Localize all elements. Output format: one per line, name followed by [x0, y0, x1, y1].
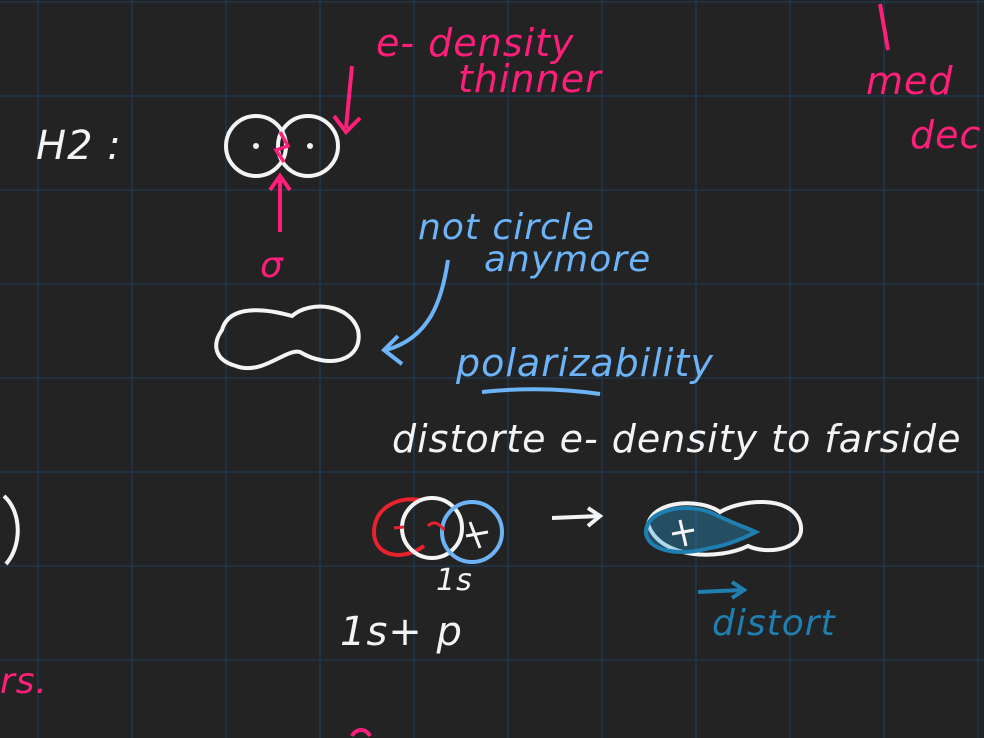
top-right-arrow	[878, 3, 890, 51]
distort-label: distort	[712, 603, 836, 644]
sigma-label: σ	[260, 245, 284, 286]
right-top-fragment: med	[866, 59, 954, 103]
arrow-to-overlap	[344, 65, 354, 129]
one-s-label: 1s	[436, 563, 473, 598]
arrow-to-overlap-head	[332, 114, 362, 136]
overlap-tick	[426, 521, 446, 531]
p-orbital-red	[371, 497, 426, 557]
s-orbital-blue	[440, 500, 504, 564]
overlap-mark	[273, 131, 291, 163]
distorted-orbital-teal	[643, 506, 761, 554]
bottom-pink-mark	[350, 728, 372, 738]
h2-label: H2 :	[36, 123, 122, 169]
polarizability-underline	[481, 387, 601, 396]
h2-nucleus-left	[253, 143, 259, 149]
left-edge-curve	[2, 494, 20, 566]
plus-sign	[465, 521, 489, 549]
h2-orbital-overlap	[224, 114, 340, 178]
distort-density-line: distorte e- density to farside	[392, 417, 962, 461]
minus-sign	[393, 525, 405, 530]
distorted-orbital-white	[645, 499, 804, 557]
reaction-arrow	[551, 514, 601, 520]
distorted-cloud	[214, 304, 361, 371]
not-circle-note: not circle	[418, 207, 595, 248]
reaction-arrow-head	[586, 506, 604, 528]
sigma-arrow-head	[268, 172, 292, 192]
distort-arrow	[697, 588, 743, 594]
not-circle-arrow-head	[380, 334, 404, 366]
left-fragment: rs.	[0, 661, 48, 702]
one-s-plus-p-label: 1s+ p	[340, 609, 463, 655]
thinner-note: thinner	[458, 57, 602, 101]
not-circle-arrow	[385, 259, 450, 352]
distorted-plus	[671, 519, 695, 547]
e-density-note: e- density	[376, 21, 575, 65]
right-bottom-fragment: dec	[910, 113, 982, 157]
distort-arrow-head	[730, 580, 748, 600]
h2-nucleus-right	[307, 143, 313, 149]
polarizability-label: polarizability	[456, 341, 714, 385]
anymore-note: anymore	[484, 239, 652, 280]
